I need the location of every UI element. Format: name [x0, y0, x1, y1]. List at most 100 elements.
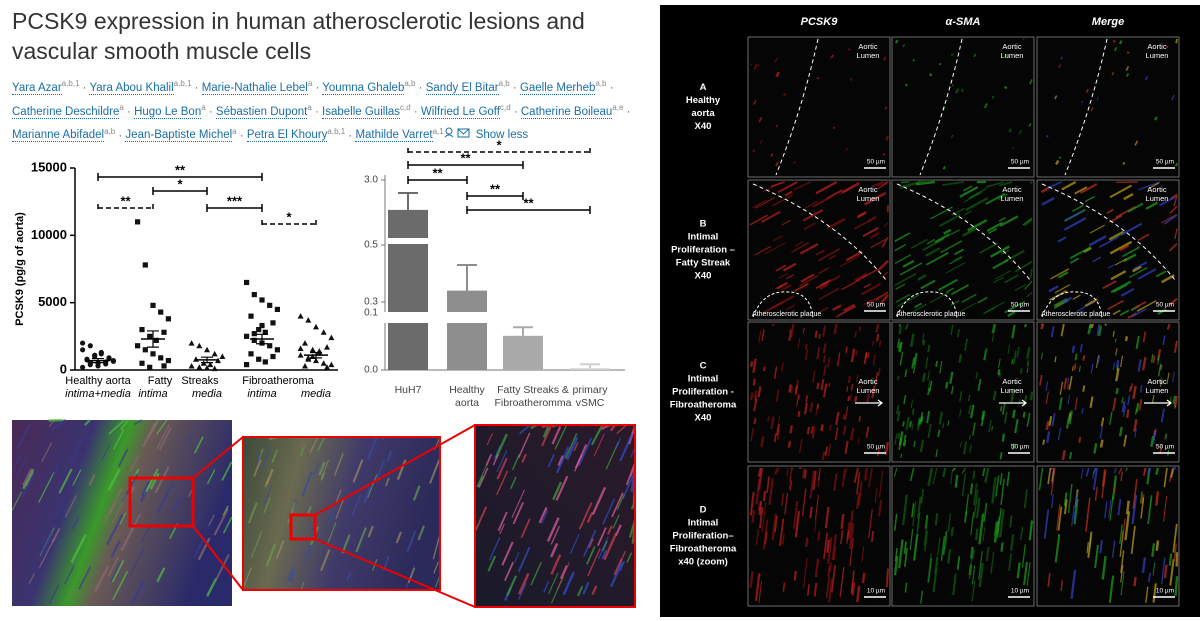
row-label: B — [700, 219, 707, 230]
lumen-label: Aortic Lumen — [1001, 377, 1024, 395]
texture — [872, 354, 876, 366]
texture — [70, 534, 87, 564]
zoom-frame — [474, 424, 636, 608]
texture — [882, 153, 886, 156]
texture — [775, 71, 780, 78]
texture — [894, 232, 911, 242]
data-point — [150, 302, 156, 308]
row-label: Fibroatheroma — [670, 544, 737, 555]
texture — [753, 99, 757, 105]
category-label: Streaks — [181, 375, 219, 387]
y-tick-label: 0.0 — [364, 365, 378, 376]
texture — [797, 338, 801, 349]
texture — [854, 331, 857, 337]
texture — [914, 302, 923, 309]
texture — [1130, 383, 1134, 390]
texture — [433, 561, 439, 574]
texture — [1115, 387, 1119, 395]
texture — [1128, 385, 1132, 393]
texture — [896, 338, 900, 349]
texture — [998, 372, 1002, 377]
texture — [206, 578, 218, 597]
plaque-boundary — [896, 291, 958, 318]
texture — [927, 379, 931, 391]
texture — [1057, 427, 1062, 441]
texture — [326, 522, 337, 545]
texture — [1101, 469, 1107, 487]
texture — [478, 467, 489, 488]
author-affiliation: a,b — [404, 79, 416, 88]
texture — [626, 552, 633, 563]
texture — [978, 562, 984, 588]
texture — [804, 349, 809, 360]
significance-bracket — [407, 148, 591, 156]
texture — [841, 182, 860, 194]
texture — [998, 217, 1006, 222]
texture — [1053, 298, 1068, 307]
data-point — [80, 364, 86, 370]
texture — [867, 467, 873, 488]
texture — [1081, 100, 1084, 104]
texture — [770, 153, 774, 158]
texture — [911, 357, 916, 369]
texture — [750, 427, 754, 442]
micrograph — [747, 36, 891, 178]
texture — [872, 181, 884, 187]
texture — [999, 181, 1013, 187]
texture — [1174, 162, 1178, 167]
texture — [386, 451, 393, 462]
error-bar — [513, 326, 533, 336]
texture — [543, 580, 550, 593]
texture — [954, 248, 964, 256]
texture — [1042, 439, 1046, 445]
author-affiliation: a,b,1 — [61, 79, 80, 88]
texture — [103, 498, 118, 523]
texture — [755, 529, 759, 546]
texture — [775, 161, 779, 167]
row-label: C — [700, 361, 707, 372]
author-affiliation: a,b,1 — [327, 126, 346, 136]
show-less-link[interactable]: Show less — [475, 129, 529, 142]
row-label: X40 — [695, 413, 712, 424]
texture — [803, 402, 808, 415]
texture — [938, 214, 961, 227]
texture — [949, 371, 954, 384]
texture — [156, 567, 166, 583]
texture — [1086, 542, 1089, 554]
texture — [925, 251, 949, 266]
texture — [755, 197, 776, 209]
category-label: HuH7 — [395, 384, 422, 396]
texture — [972, 549, 975, 560]
texture — [973, 53, 977, 58]
texture — [1133, 576, 1137, 587]
texture — [804, 200, 818, 209]
texture — [926, 238, 936, 245]
texture — [913, 533, 919, 561]
texture — [1126, 409, 1130, 418]
texture — [917, 274, 927, 281]
category-label: Fibroatheroma — [242, 375, 314, 387]
texture — [856, 472, 861, 495]
texture — [785, 304, 796, 311]
texture — [771, 323, 775, 327]
texture — [329, 512, 335, 522]
texture — [395, 531, 403, 544]
texture — [935, 360, 938, 367]
texture — [1120, 222, 1143, 236]
person-mail-icons[interactable] — [444, 127, 470, 138]
texture — [841, 279, 861, 291]
texture — [117, 448, 129, 468]
category-label: Healthy — [449, 384, 485, 396]
texture — [1072, 204, 1084, 212]
data-point — [313, 323, 319, 330]
texture — [504, 561, 515, 582]
texture — [774, 467, 780, 475]
texture — [868, 509, 873, 539]
texture — [823, 532, 828, 559]
texture — [1094, 544, 1099, 569]
texture — [1078, 365, 1081, 372]
texture — [853, 467, 859, 483]
y-tick-label: 10000 — [31, 227, 67, 242]
texture — [814, 495, 819, 521]
texture — [521, 453, 527, 463]
